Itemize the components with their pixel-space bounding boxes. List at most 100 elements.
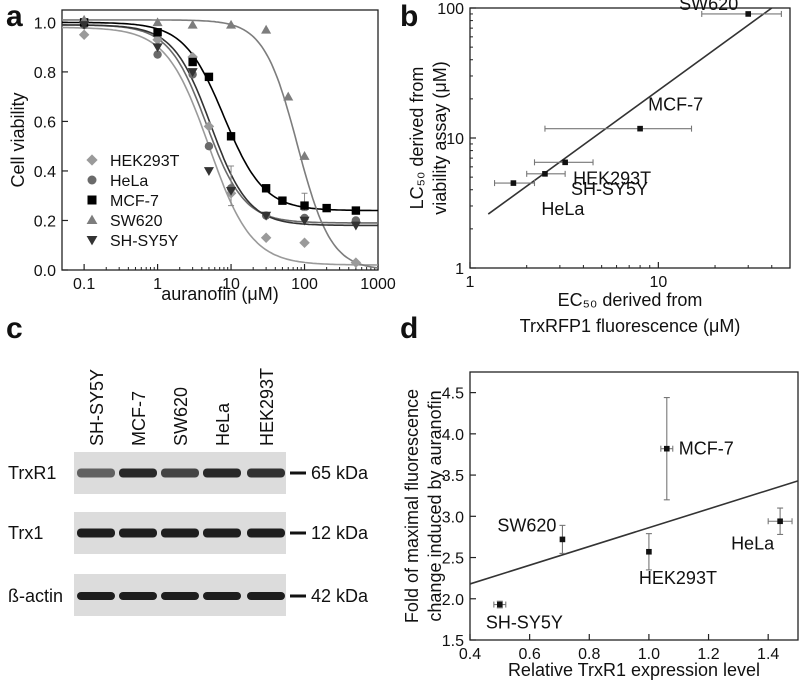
- data-point-hela: [204, 141, 214, 151]
- panel-label-d: d: [400, 312, 418, 345]
- point-label-mcf-7: MCF-7: [679, 439, 734, 459]
- x-tick-label: 1.4: [757, 646, 779, 663]
- data-point-mcf-7: [188, 57, 197, 67]
- legend-label-mcf-7: MCF-7: [110, 193, 159, 210]
- data-point-hek293t: [152, 34, 163, 45]
- y-tick-label: 1.0: [34, 15, 56, 32]
- protein-label-trx1: Trx1: [8, 523, 43, 543]
- y-tick-label: 3.0: [442, 509, 464, 526]
- data-point-sw620: [283, 91, 294, 101]
- x-tick-label: 0.6: [519, 646, 541, 663]
- legend-marker-hek293t: [86, 154, 98, 166]
- x-tick-label: 0.1: [73, 276, 95, 293]
- chart-a-frame: [61, 9, 379, 271]
- data-point-sh-sy5y: [497, 601, 503, 608]
- point-label-sh-sy5y: SH-SY5Y: [486, 613, 563, 633]
- y-axis-label-line2: change induced by auranofin: [425, 390, 445, 621]
- data-point-hela: [510, 180, 517, 186]
- protein-label-trxr1: TrxR1: [8, 463, 56, 483]
- data-point-hek293t: [646, 548, 652, 555]
- data-point-hek293t: [203, 121, 215, 132]
- lane-label-sw620: SW620: [171, 387, 191, 446]
- band: [203, 468, 241, 478]
- legend-marker-hela: [87, 175, 97, 185]
- band: [119, 592, 157, 600]
- lane-label-hela: HeLa: [213, 402, 233, 446]
- y-tick-label: 2.0: [442, 592, 464, 609]
- y-tick-label: 3.5: [442, 468, 464, 485]
- band: [77, 528, 115, 538]
- legend-label-hela: HeLa: [110, 173, 148, 190]
- data-point-sh-sy5y: [79, 21, 90, 30]
- point-label-hek293t: HEK293T: [639, 568, 717, 588]
- data-point-hek293t: [78, 29, 90, 41]
- data-point-mcf-7: [351, 206, 361, 215]
- data-point-sw620: [226, 19, 237, 29]
- y-axis-label-line1: LC₅₀ derived from: [407, 67, 427, 210]
- fit-curve-sh-sy5y: [62, 24, 378, 227]
- data-point-hek293t: [260, 232, 272, 244]
- data-point-mcf-7: [664, 445, 670, 452]
- protein-label--actin: ß-actin: [8, 586, 63, 606]
- data-point-mcf-7: [153, 28, 162, 37]
- fluorescence-vs-expression-chart: 0.4 0.6 0.8 1.0 1.2 1.4 1.5 2.0 2.5 3.0 3.5 4.0 4.5 R…: [402, 371, 799, 680]
- legend-marker-sw620: [86, 214, 98, 225]
- y-tick-label: 4.5: [442, 386, 464, 403]
- size-label-trxr1: 65 kDa: [311, 463, 369, 483]
- y-axis-label-line1: Fold of maximal fluorescence: [402, 389, 422, 623]
- x-axis-label-line1: EC₅₀ derived from: [558, 290, 703, 310]
- viability-chart: 0.1 1 10 100 1000 0.0 0.2 0.4 0.6 0.8 1.0 auranofin…: [8, 9, 396, 304]
- legend-label-sw620: SW620: [110, 213, 163, 230]
- chart-d-frame: [469, 371, 799, 641]
- panel-label-a: a: [6, 0, 23, 33]
- fit-curve-hek293t: [62, 26, 378, 266]
- data-point-mcf-7: [261, 184, 271, 193]
- data-point-sh-sy5y: [203, 167, 214, 176]
- band: [119, 468, 157, 478]
- data-point-mcf-7: [204, 72, 214, 82]
- x-axis-label: Relative TrxR1 expression level: [508, 660, 760, 680]
- data-point-sw620: [559, 536, 566, 543]
- point-label-hela: HeLa: [731, 533, 775, 553]
- fit-line: [487, 7, 773, 215]
- x-axis-label: auranofin (μM): [161, 284, 278, 304]
- data-point-sh-sy5y: [261, 211, 272, 221]
- x-tick-label: 0.4: [459, 646, 481, 663]
- size-label-trx1: 12 kDa: [311, 523, 369, 543]
- lane-label-mcf-7: MCF-7: [129, 391, 149, 446]
- x-tick-label: 1000: [360, 276, 396, 293]
- data-point-sw620: [299, 151, 310, 160]
- size-label--actin: 42 kDa: [311, 586, 369, 606]
- band: [247, 592, 285, 600]
- x-tick-label: 1: [466, 274, 475, 291]
- data-point-hek293t: [299, 237, 310, 249]
- lane-label-sh-sy5y: SH-SY5Y: [87, 369, 107, 446]
- data-point-sh-sy5y: [299, 216, 310, 226]
- data-point-sh-sy5y: [542, 171, 548, 177]
- fit-curve-sw620: [62, 19, 379, 269]
- band: [77, 592, 115, 600]
- band: [203, 592, 241, 600]
- y-tick-label: 0.0: [34, 263, 56, 280]
- data-point-sw620: [261, 24, 272, 34]
- x-tick-label: 1.2: [697, 646, 719, 663]
- data-point-mcf-7: [322, 203, 331, 213]
- data-point-mcf-7: [278, 196, 287, 205]
- y-axis-label: Cell viability: [8, 92, 28, 187]
- band: [161, 592, 199, 600]
- data-point-sh-sy5y: [350, 221, 361, 231]
- y-axis-label-line2: viability assay (μM): [430, 61, 450, 214]
- y-tick-label: 10: [446, 131, 464, 148]
- legend-label-sh-sy5y: SH-SY5Y: [110, 233, 179, 250]
- y-tick-label: 4.0: [442, 427, 464, 444]
- panel-label-c: c: [6, 312, 23, 345]
- point-label-sw620: SW620: [679, 0, 738, 14]
- chart-b-frame: [469, 7, 791, 269]
- y-tick-label: 0.2: [34, 213, 56, 230]
- data-point-hela: [153, 50, 162, 59]
- x-tick-label: 1.0: [638, 646, 660, 663]
- panel-label-b: b: [400, 0, 418, 33]
- y-tick-label: 1.5: [442, 633, 464, 650]
- data-point-hela: [777, 518, 783, 525]
